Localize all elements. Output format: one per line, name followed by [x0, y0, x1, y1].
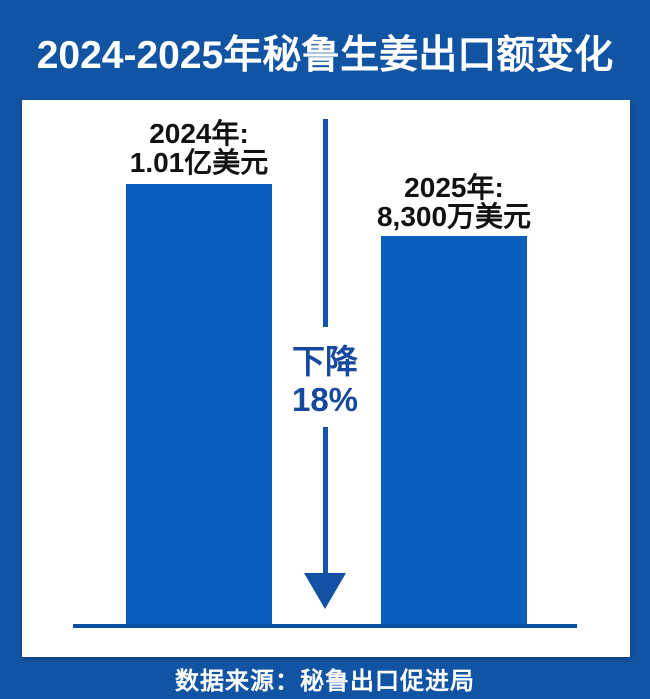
data-source-caption: 数据来源：秘鲁出口促进局: [175, 668, 475, 695]
down-arrow-shaft-lower: [323, 427, 328, 574]
bar-label-2024: 2024年: 1.01亿美元: [130, 119, 269, 177]
decline-annotation-percent: 18%: [291, 381, 359, 418]
bar-label-2025: 2025年: 8,300万美元: [377, 173, 531, 231]
chart-title: 2024-2025年秘鲁生姜出口额变化: [36, 34, 614, 77]
bar-label-2025-year: 2025年:: [404, 172, 504, 203]
bar-2025: [381, 236, 527, 628]
x-axis-baseline: [73, 624, 577, 628]
decline-annotation: 下降 18%: [292, 343, 358, 419]
bar-label-2024-year: 2024年:: [149, 118, 249, 149]
bar-label-2024-value: 1.01亿美元: [129, 147, 269, 178]
bar-2024: [126, 184, 272, 628]
chart-canvas: 2024年: 1.01亿美元 2025年: 8,300万美元 下降 18%: [22, 100, 630, 657]
down-arrow-shaft-upper: [323, 119, 328, 327]
bar-label-2025-value: 8,300万美元: [376, 201, 532, 232]
decline-annotation-text: 下降: [292, 343, 358, 380]
down-arrow-head-icon: [304, 573, 346, 609]
